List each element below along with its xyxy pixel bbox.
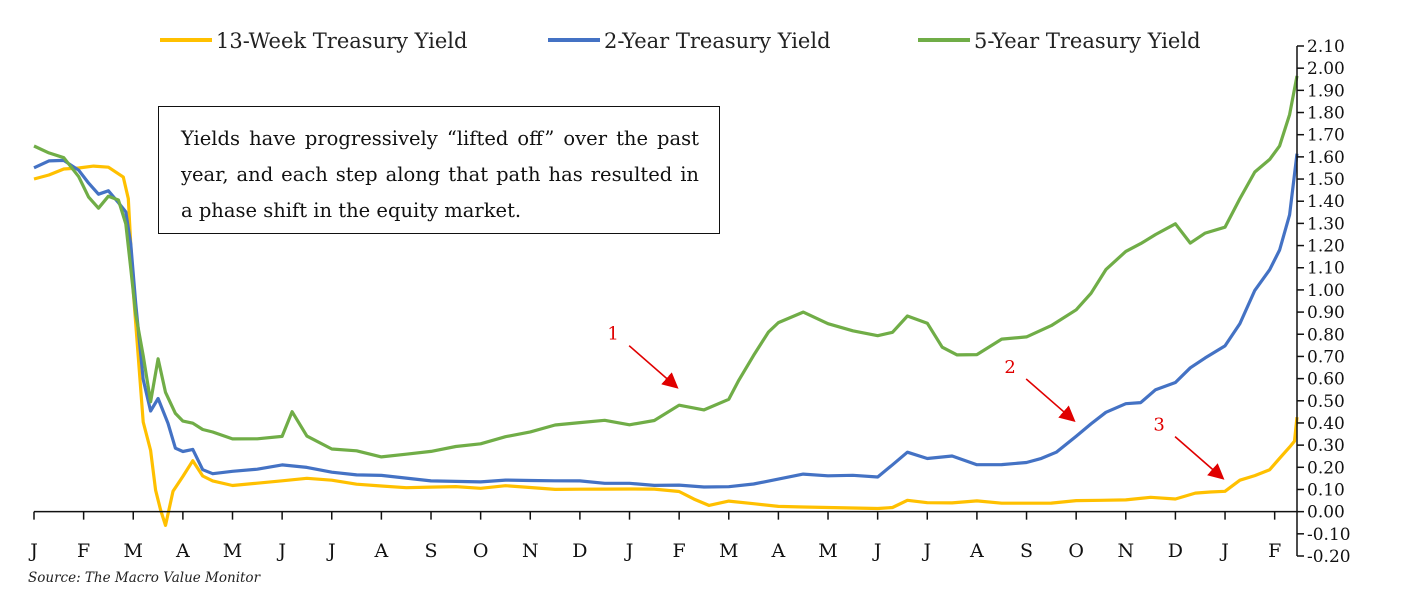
y-tick-label: 0.30 [1307, 436, 1345, 456]
x-tick-label: S [424, 540, 437, 562]
legend: 13-Week Treasury Yield 2-Year Treasury Yi… [160, 29, 1201, 53]
y-tick-label: 1.50 [1307, 170, 1345, 190]
y-tick-label: 0.80 [1307, 325, 1345, 345]
x-tick-label: A [969, 540, 984, 562]
y-tick-label: 0.20 [1307, 458, 1345, 478]
x-tick-label: O [1068, 540, 1084, 562]
x-tick-label: F [673, 540, 686, 562]
y-tick-label: 1.90 [1307, 81, 1345, 101]
y-tick-label: 1.60 [1307, 148, 1345, 168]
x-tick-label: J [28, 540, 38, 562]
x-tick-label: J [1219, 540, 1229, 562]
series-line-0 [33, 164, 1299, 527]
series-layer [33, 75, 1299, 527]
series-line-1 [33, 153, 1299, 489]
x-tick-label: M [818, 540, 837, 562]
x-tick-label: J [276, 540, 286, 562]
y-tick-label: 0.40 [1307, 414, 1345, 434]
annotation-label: 1 [607, 324, 618, 345]
y-tick-label: 1.20 [1307, 237, 1345, 257]
x-tick-label: D [1168, 540, 1183, 562]
y-tick-label: 1.70 [1307, 126, 1345, 146]
y-tick-label: -0.20 [1307, 547, 1351, 567]
x-tick-label: F [77, 540, 90, 562]
series-line-2 [33, 75, 1299, 459]
x-tick-label: S [1020, 540, 1033, 562]
annotation-label: 2 [1004, 357, 1015, 378]
callout-box: Yields have progressively “lifted off” o… [158, 106, 720, 234]
x-tick-label: N [1117, 540, 1134, 562]
y-tick-label: 1.10 [1307, 259, 1345, 279]
y-tick-label: 1.30 [1307, 214, 1345, 234]
x-tick-label: J [921, 540, 931, 562]
y-axis: 2.102.001.90 1.801.701.601.501.401.30 1.20… [1296, 37, 1351, 567]
x-tick-label: M [124, 540, 143, 562]
annotation-arrow [1174, 436, 1225, 480]
legend-label: 5-Year Treasury Yield [974, 29, 1201, 53]
y-tick-label: 0.00 [1307, 503, 1345, 523]
legend-label: 2-Year Treasury Yield [604, 29, 831, 53]
annotation-label: 3 [1153, 415, 1164, 436]
x-tick-label: F [1268, 540, 1281, 562]
x-tick-label: A [374, 540, 389, 562]
x-tick-label: J [326, 540, 336, 562]
source-note: Source: The Macro Value Monitor [28, 570, 261, 586]
y-tick-label: 0.60 [1307, 370, 1345, 390]
x-tick-label: M [223, 540, 242, 562]
legend-label: 13-Week Treasury Yield [216, 29, 467, 53]
annotation-arrow [1025, 378, 1076, 423]
annotation-layer: 1 2 3 [607, 324, 1225, 480]
y-tick-label: 0.10 [1307, 480, 1345, 500]
x-tick-label: J [624, 540, 634, 562]
annotation-arrow [628, 345, 679, 389]
y-tick-label: 0.90 [1307, 303, 1345, 323]
y-tick-label: 1.00 [1307, 281, 1345, 301]
y-tick-label: 2.10 [1307, 37, 1345, 57]
y-tick-label: -0.10 [1307, 525, 1351, 545]
x-tick-label: J [872, 540, 882, 562]
y-tick-label: 1.80 [1307, 104, 1345, 124]
y-tick-label: 0.50 [1307, 392, 1345, 412]
x-tick-label: N [522, 540, 539, 562]
x-tick-label: M [719, 540, 738, 562]
y-tick-label: 1.40 [1307, 192, 1345, 212]
x-tick-label: D [572, 540, 587, 562]
x-tick-label: A [175, 540, 190, 562]
y-tick-label: 0.70 [1307, 347, 1345, 367]
x-tick-label: A [771, 540, 786, 562]
y-tick-label: 2.00 [1307, 59, 1345, 79]
x-tick-label: O [473, 540, 489, 562]
